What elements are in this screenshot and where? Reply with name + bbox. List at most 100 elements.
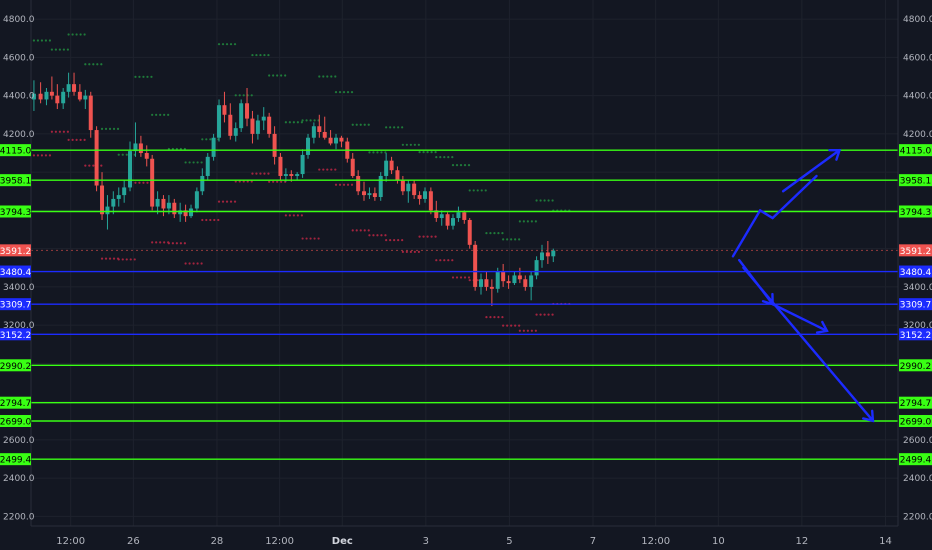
level-label: 3794.3 [0, 208, 31, 218]
ma-dot-red [368, 234, 371, 237]
ma-dot-red [36, 154, 40, 157]
ma-dot-green [196, 161, 199, 164]
ma-dot-red [221, 200, 225, 203]
candle-down [412, 183, 417, 196]
ma-dot-red [518, 329, 521, 332]
ma-dot-green [543, 199, 546, 202]
ma-dot-green [334, 91, 338, 94]
ma-dot-red [330, 168, 333, 171]
y-tick-label: 2400.0 [3, 474, 35, 484]
ma-dot-green [380, 151, 383, 154]
ma-dot-green [259, 53, 262, 57]
ma-dot-green [417, 143, 420, 146]
ma-dot-green [142, 75, 145, 78]
ma-dot-green [372, 151, 375, 154]
ma-dot-red [108, 257, 112, 260]
level-labels-left: 4115.0 3958.1 3794.3 3480.4 3309.7 3152.2 2990… [0, 144, 32, 466]
candle-down [428, 191, 433, 211]
ma-dot-green [121, 153, 124, 156]
ma-dot-red [133, 258, 136, 261]
candle-down [322, 131, 327, 138]
level-labels-right: 4115.0 3958.1 3794.3 3480.4 3309.7 3152.2 2990… [899, 144, 932, 466]
ma-dot-red [259, 172, 262, 175]
ma-dot-red [125, 258, 128, 261]
x-axis: 12:00 26 28 12:00 Dec 3 5 7 12:00 10 12 14 [56, 536, 892, 547]
ma-dot-red [389, 238, 392, 242]
candle-down [445, 214, 450, 226]
ma-dot-green [217, 43, 221, 46]
ma-dot-green [413, 143, 416, 146]
ma-dot-green [296, 121, 299, 124]
candle-up [83, 95, 88, 100]
ma-dot-green [104, 127, 108, 130]
ma-dot-red [263, 172, 266, 175]
ma-dot-green [62, 48, 65, 51]
ma-dot-green [518, 220, 521, 223]
ma-dot-green [88, 63, 91, 66]
ma-dot-red [313, 237, 316, 240]
ma-dot-red [142, 181, 145, 184]
ma-dot-green [284, 121, 287, 124]
ma-dot-green [233, 43, 237, 46]
ma-dot-red [401, 250, 404, 253]
ma-dot-green [459, 164, 463, 167]
level-label-box [0, 359, 31, 372]
ma-dot-red [54, 130, 57, 133]
ma-dot-red [543, 313, 546, 316]
ma-dot-green [330, 75, 333, 78]
candle-up [128, 151, 133, 188]
ma-dot-red [276, 180, 279, 183]
ma-dot-red [83, 138, 86, 141]
ma-dot-red [67, 138, 70, 141]
ma-dot-red [284, 214, 287, 217]
ma-dot-green [242, 94, 245, 97]
level-label-box [899, 414, 932, 427]
ma-dot-red [338, 183, 342, 186]
x-tick-label: 12 [796, 536, 809, 547]
level-label-box [899, 298, 932, 311]
candle-up [200, 175, 205, 192]
level-label-box [0, 328, 31, 341]
ma-dot-red [351, 229, 354, 232]
candle-up [122, 187, 127, 196]
ma-dot-red [192, 262, 195, 265]
level-label: 3309.7 [0, 301, 31, 311]
ma-dot-green [447, 156, 450, 159]
ma-dot-green [501, 232, 504, 235]
ma-dot-green [472, 189, 475, 192]
ma-dot-green [322, 75, 325, 78]
ma-dot-red [117, 258, 120, 261]
price-levels [31, 149, 898, 460]
ma-dot-red [447, 259, 450, 262]
level-label-box [0, 453, 31, 466]
ma-dot-red [84, 164, 87, 167]
ma-dot-red [393, 238, 396, 242]
level-label: 3480.4 [900, 268, 932, 278]
ma-dot-red [526, 329, 529, 332]
ma-dot-green [451, 164, 455, 167]
ma-dot-green [54, 48, 57, 51]
level-label-box [899, 359, 932, 372]
y-tick-label: 4800.0 [3, 15, 35, 25]
level-label: 3309.7 [900, 301, 932, 311]
ma-dot-red [376, 234, 379, 237]
candle-down [328, 137, 333, 144]
candle-down [317, 126, 322, 132]
ma-dot-red [205, 218, 208, 222]
ma-dot-red [409, 250, 412, 253]
ma-dot-red [213, 218, 216, 222]
ma-dot-green [238, 94, 241, 97]
ma-dot-green [405, 143, 408, 146]
y-tick-label: 2600.0 [3, 436, 35, 446]
ma-dot-red [380, 234, 383, 237]
ma-dot-green [350, 91, 354, 94]
ma-dot-red [397, 238, 400, 242]
ma-dot-red [434, 235, 437, 238]
ma-dot-red [518, 324, 521, 327]
ma-dot-red [50, 130, 53, 133]
projection-stroke [742, 266, 875, 422]
ma-dot-green [326, 75, 329, 78]
ma-dot-red [539, 313, 542, 316]
ma-dot-green [363, 123, 366, 126]
ma-dot-green [292, 121, 295, 124]
